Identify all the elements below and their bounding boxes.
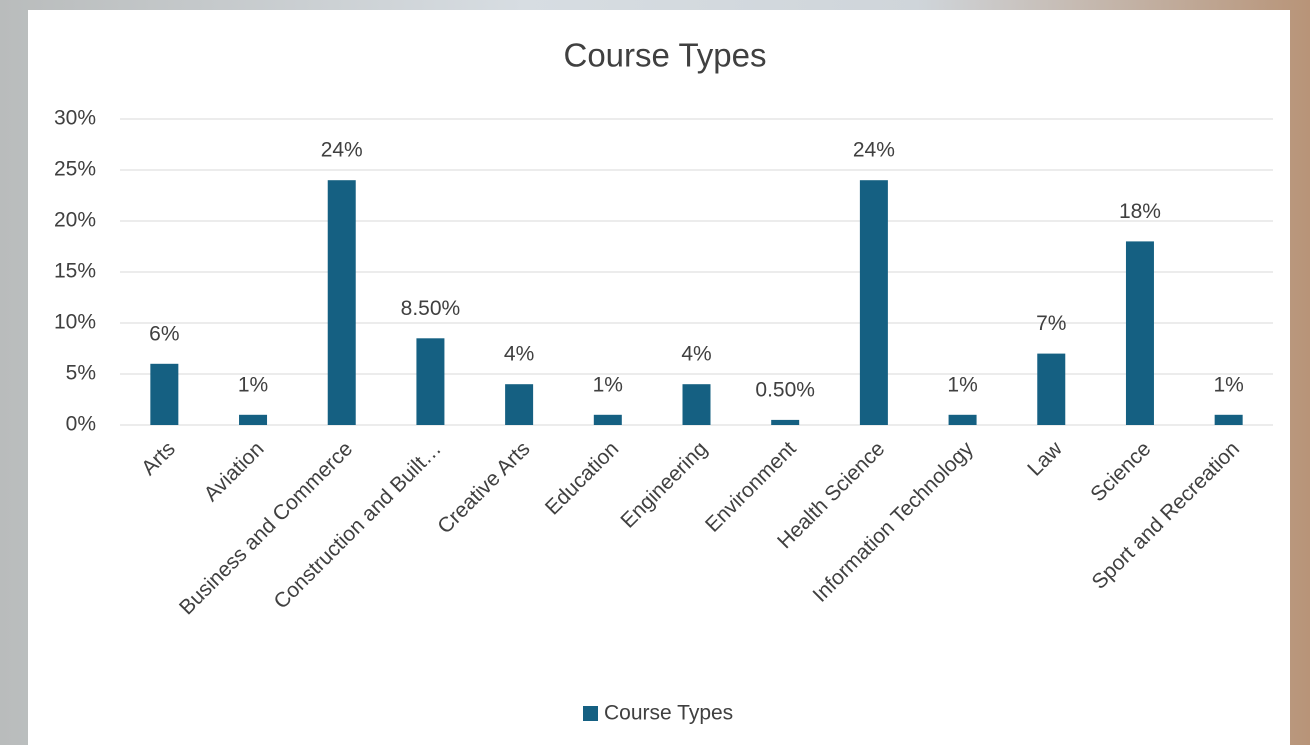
bar <box>150 364 178 425</box>
data-label: 7% <box>1036 312 1066 335</box>
y-tick-label: 30% <box>54 107 96 130</box>
chart-title: Course Types <box>564 37 767 74</box>
bar <box>683 384 711 425</box>
y-tick-label: 20% <box>54 209 96 232</box>
data-label: 18% <box>1119 200 1161 223</box>
bar <box>239 415 267 425</box>
bar <box>505 384 533 425</box>
legend-swatch <box>583 706 598 721</box>
data-label: 0.50% <box>755 378 815 401</box>
data-label: 1% <box>238 373 268 396</box>
data-label: 1% <box>1213 373 1243 396</box>
bar <box>594 415 622 425</box>
bar <box>1037 354 1065 425</box>
bar <box>1215 415 1243 425</box>
data-label: 24% <box>321 139 363 162</box>
chart-panel <box>28 10 1290 745</box>
chart: Course Types 0%5%10%15%20%25%30%ArtsAvia… <box>0 0 1310 745</box>
data-label: 6% <box>149 322 179 345</box>
y-tick-label: 10% <box>54 311 96 334</box>
y-tick-label: 0% <box>66 413 96 436</box>
legend-label: Course Types <box>604 702 733 725</box>
data-label: 8.50% <box>401 297 461 320</box>
y-tick-label: 25% <box>54 158 96 181</box>
y-tick-label: 5% <box>66 362 96 385</box>
bar <box>949 415 977 425</box>
bar <box>771 420 799 425</box>
data-label: 4% <box>504 343 534 366</box>
data-label: 4% <box>681 343 711 366</box>
page: Course Types 0%5%10%15%20%25%30%ArtsAvia… <box>0 0 1310 745</box>
data-label: 1% <box>947 373 977 396</box>
data-label: 1% <box>593 373 623 396</box>
bar <box>1126 241 1154 425</box>
y-tick-label: 15% <box>54 260 96 283</box>
bar <box>328 180 356 425</box>
bar <box>416 338 444 425</box>
data-label: 24% <box>853 139 895 162</box>
bar <box>860 180 888 425</box>
